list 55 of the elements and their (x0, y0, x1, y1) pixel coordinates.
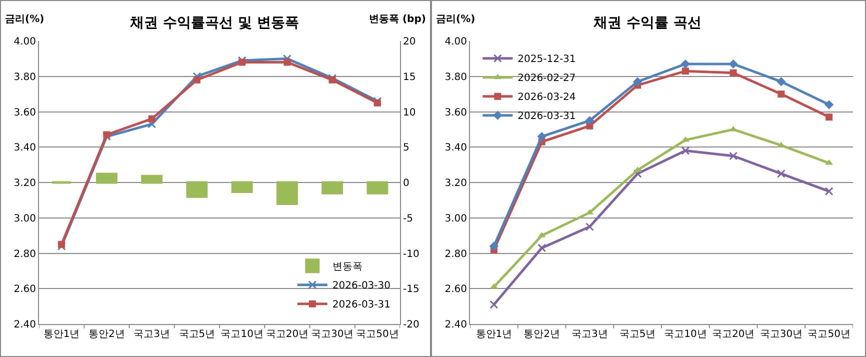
y2-tick-label: -10 (403, 248, 420, 260)
y-axis-title: 금리(%) (436, 14, 476, 25)
x-tick-label: 통안1년 (476, 329, 512, 340)
y-tick-label: 4.00 (444, 36, 467, 48)
x-tick-label: 통안1년 (43, 329, 80, 340)
y2-tick-label: 5 (403, 142, 410, 154)
y-tick-label: 2.60 (444, 284, 467, 296)
chart-title: 채권 수익률곡선 및 변동폭 (129, 14, 299, 31)
y-axis-title: 금리(%) (5, 14, 44, 25)
y-tick-label: 3.80 (14, 72, 36, 83)
y-tick-label: 2.80 (444, 248, 467, 260)
y-tick-label: 3.80 (444, 72, 467, 83)
x-tick-label: 국고30년 (760, 329, 803, 340)
x-tick-label: 국고10년 (664, 329, 707, 340)
y-tick-label: 2.40 (14, 320, 36, 330)
y-tick-label: 3.00 (444, 213, 467, 224)
chart-title: 채권 수익률 곡선 (592, 14, 702, 31)
y-tick-label: 2.80 (14, 248, 36, 260)
y-tick-label: 3.40 (14, 142, 36, 154)
x-tick-label: 통안2년 (524, 329, 560, 340)
y2-tick-label: 0 (403, 178, 410, 189)
legend-label: 2026-03-30 (332, 280, 391, 292)
legend-label: 2026-03-31 (518, 111, 576, 122)
y2-axis-title: 변동폭 (bp) (369, 14, 426, 25)
y-tick-label: 3.20 (444, 178, 467, 189)
legend-label: 2025-12-31 (518, 54, 576, 66)
y-tick-label: 3.60 (14, 107, 36, 118)
y-tick-label: 3.40 (444, 142, 467, 154)
y-tick-label: 2.40 (444, 320, 467, 330)
y-tick-label: 3.20 (14, 178, 36, 189)
x-tick-label: 국고3년 (572, 329, 608, 340)
legend-label: 변동폭 (332, 262, 362, 273)
legend-label: 2026-02-27 (518, 73, 576, 84)
y2-tick-label: -15 (403, 284, 420, 296)
x-tick-label: 국고3년 (134, 329, 170, 340)
x-tick-label: 국고10년 (220, 329, 264, 340)
y2-tick-label: -20 (403, 320, 420, 330)
y2-tick-label: 15 (403, 72, 416, 83)
legend-label: 2026-03-31 (332, 300, 391, 311)
x-tick-label: 국고50년 (356, 329, 399, 340)
x-tick-label: 국고50년 (808, 329, 850, 340)
x-tick-label: 국고20년 (712, 329, 755, 340)
y-tick-label: 3.00 (14, 213, 36, 224)
x-tick-label: 국고5년 (619, 329, 656, 340)
x-tick-label: 통안2년 (88, 329, 125, 340)
y-tick-label: 4.00 (14, 36, 36, 48)
y-tick-label: 2.60 (14, 284, 36, 296)
x-tick-label: 국고20년 (266, 329, 309, 340)
y2-tick-label: 10 (403, 107, 416, 118)
y2-tick-label: -5 (403, 213, 413, 224)
x-tick-label: 국고5년 (178, 329, 216, 340)
x-tick-label: 국고30년 (310, 329, 354, 340)
y-tick-label: 3.60 (444, 107, 467, 118)
legend-label: 2026-03-24 (518, 92, 576, 104)
y2-tick-label: 20 (403, 36, 416, 48)
